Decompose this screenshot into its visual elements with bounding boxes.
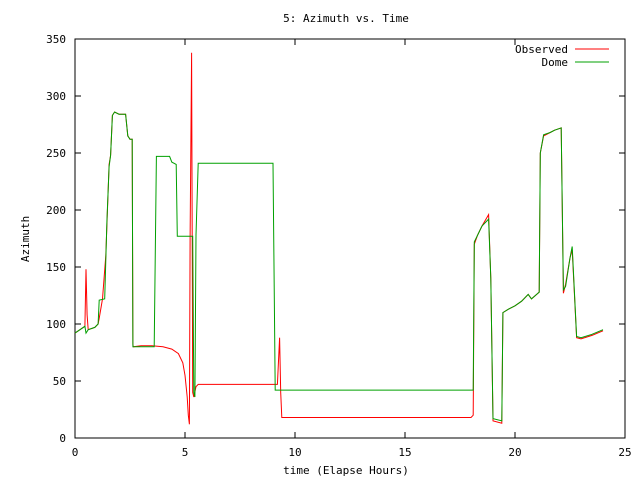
x-tick-label: 5: [182, 446, 189, 459]
y-tick-label: 150: [46, 261, 66, 274]
y-tick-label: 0: [59, 432, 66, 445]
x-tick-label: 15: [398, 446, 411, 459]
x-tick-label: 20: [508, 446, 521, 459]
y-tick-label: 300: [46, 90, 66, 103]
series-line-dome: [74, 111, 604, 422]
x-tick-label: 10: [288, 446, 301, 459]
x-tick-label: 25: [618, 446, 631, 459]
plot-frame: [74, 38, 626, 439]
y-axis-label: Azimuth: [19, 216, 32, 262]
x-tick-label: 0: [72, 446, 79, 459]
series-line-observed: [74, 52, 604, 425]
y-tick-label: 100: [46, 318, 66, 331]
legend-label: Observed: [515, 43, 568, 56]
y-tick-label: 250: [46, 147, 66, 160]
y-tick-label: 200: [46, 204, 66, 217]
chart-title: 5: Azimuth vs. Time: [283, 12, 409, 25]
x-axis-label: time (Elapse Hours): [283, 464, 409, 477]
y-tick-label: 350: [46, 33, 66, 46]
legend-label: Dome: [542, 56, 569, 69]
y-tick-label: 50: [53, 375, 66, 388]
